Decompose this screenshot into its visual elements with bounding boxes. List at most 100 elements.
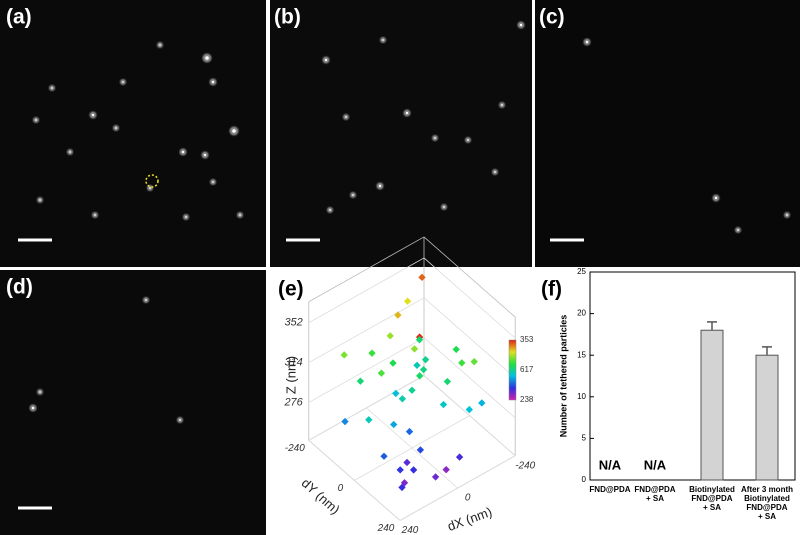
point [368, 349, 376, 357]
particle [467, 139, 469, 141]
grid-line [308, 375, 425, 441]
point [455, 453, 464, 461]
particle [211, 80, 215, 84]
y-tick-label: 10 [577, 392, 586, 401]
particle [382, 39, 384, 41]
point [340, 351, 348, 359]
x-tick-label: FND@PDA [589, 485, 630, 494]
particle [345, 116, 347, 118]
particle [94, 214, 96, 216]
x-tick-label: FND@PDA [691, 494, 732, 503]
particle [91, 113, 95, 117]
particle [494, 171, 496, 173]
point [478, 399, 486, 407]
particle [122, 81, 124, 83]
highlight-circle [145, 174, 159, 188]
particle [212, 181, 214, 183]
colorbar-label: 238 [520, 395, 534, 404]
z-tick-label: 352 [284, 317, 302, 329]
value-label: N/A [644, 457, 667, 472]
particle [714, 196, 718, 200]
particle [115, 127, 117, 129]
axis-title: dX (nm) [445, 504, 494, 534]
x-tick-label: 240 [401, 525, 419, 535]
point [431, 473, 440, 481]
point [465, 405, 473, 414]
particle [443, 206, 445, 208]
colorbar [508, 339, 517, 401]
particle [329, 209, 331, 211]
point [470, 357, 478, 366]
box-edge [423, 236, 516, 318]
grid-line [366, 407, 458, 489]
box-edge [308, 236, 425, 303]
point [413, 361, 421, 369]
particle [149, 187, 151, 189]
y-tick-label: 0 [338, 483, 344, 494]
point [396, 466, 404, 474]
y-tick-label: 0 [582, 475, 587, 484]
scatter3d: 276 314 352 -240 0 240 -240 0 240 Z (nm) dY (nm) dX… [283, 236, 536, 535]
point [405, 427, 414, 436]
particle [179, 419, 181, 421]
bar-chart: 0 5 10 15 20 25 Number of tethered particles FN… [558, 267, 796, 521]
point [398, 395, 407, 403]
bar [700, 329, 724, 481]
particle [39, 391, 41, 393]
y-tick-label: 5 [582, 434, 587, 443]
grid-line [423, 337, 516, 419]
point [398, 483, 406, 492]
grid-line [423, 257, 516, 339]
particle [324, 58, 328, 62]
point [442, 465, 450, 474]
point [380, 452, 388, 460]
point [416, 372, 424, 380]
point [403, 458, 411, 467]
grid-line [308, 337, 425, 403]
point [403, 297, 412, 305]
point [410, 345, 419, 353]
point [443, 377, 452, 386]
particle [239, 214, 241, 216]
colorbar-label: 353 [520, 335, 534, 344]
particle [378, 184, 382, 188]
plot-frame [589, 271, 796, 481]
image-b [270, 0, 532, 267]
particles [29, 21, 790, 423]
particle [39, 199, 41, 201]
y-tick-label: 20 [577, 309, 586, 318]
grid-line [423, 297, 516, 379]
particle [203, 153, 207, 157]
colorbar-label: 617 [520, 365, 534, 374]
particle [405, 111, 409, 115]
point [416, 446, 425, 454]
point [390, 420, 398, 429]
panel-label: (b) [274, 6, 301, 29]
x-tick-label: Biotinylated [689, 485, 735, 494]
point [408, 386, 416, 394]
point [439, 400, 448, 409]
particle [159, 44, 161, 46]
particle [69, 151, 71, 153]
y-tick-label: 15 [577, 350, 586, 359]
y-tick-label: 240 [377, 523, 395, 534]
particle [181, 150, 185, 154]
particle [35, 119, 37, 121]
x-tick-label: FND@PDA [746, 503, 787, 512]
panel-label: (e) [278, 278, 304, 301]
point [389, 359, 397, 367]
panel-label: (f) [541, 278, 562, 301]
x-tick-label: -240 [515, 460, 535, 471]
particle [786, 214, 788, 216]
axis-title: dY (nm) [299, 475, 343, 517]
point [418, 273, 426, 282]
point [365, 416, 373, 424]
point [341, 417, 349, 426]
x-tick-label: Biotinylated [744, 494, 790, 503]
x-tick-label: 0 [465, 493, 471, 504]
x-tick-label: After 3 month [741, 485, 793, 494]
point [392, 389, 400, 398]
particle [51, 87, 53, 89]
point [421, 355, 430, 364]
